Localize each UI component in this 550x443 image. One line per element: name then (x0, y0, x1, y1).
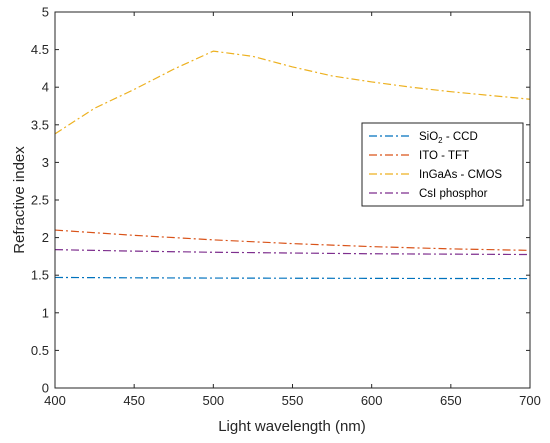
series-line-4 (54, 249, 531, 256)
y-tick-label: 4.5 (31, 42, 49, 57)
y-tick-label: 0 (42, 381, 49, 396)
y-axis-ticks: 0 0.5 1 1.5 2 2.5 3 3.5 4 4.5 5 (31, 5, 530, 396)
y-tick-label: 5 (42, 5, 49, 20)
series-layer (54, 50, 531, 280)
x-tick-label: 650 (440, 393, 462, 408)
series-line-1 (54, 276, 531, 280)
legend: SiO2 - CCD ITO - TFT InGaAs - CMOS CsI phos… (361, 122, 524, 207)
legend-box (361, 122, 524, 207)
y-tick-label: 1.5 (31, 268, 49, 283)
x-tick-label: 600 (361, 393, 383, 408)
legend-label-4: CsI phosphor (419, 188, 488, 200)
y-tick-label: 0.5 (31, 343, 49, 358)
y-tick-label: 1 (42, 305, 49, 320)
x-tick-label: 500 (202, 393, 224, 408)
x-axis-label: Light wavelength (nm) (218, 418, 366, 435)
x-tick-label: 400 (44, 393, 66, 408)
x-tick-label: 550 (282, 393, 304, 408)
x-tick-label: 700 (519, 393, 541, 408)
y-tick-label: 4 (42, 80, 49, 95)
y-axis-label: Refractive index (11, 146, 28, 254)
legend-label-1: SiO2 - CCD (419, 131, 478, 145)
y-tick-label: 2.5 (31, 193, 49, 208)
y-tick-label: 3 (42, 155, 49, 170)
y-tick-label: 2 (42, 230, 49, 245)
x-tick-label: 450 (123, 393, 145, 408)
series-line-3 (54, 50, 531, 135)
legend-label-3: InGaAs - CMOS (419, 169, 502, 181)
legend-label-2: ITO - TFT (419, 150, 469, 162)
x-axis-ticks: 400 450 500 550 600 650 700 (44, 12, 541, 408)
y-tick-label: 3.5 (31, 117, 49, 132)
series-line-2 (54, 229, 531, 251)
